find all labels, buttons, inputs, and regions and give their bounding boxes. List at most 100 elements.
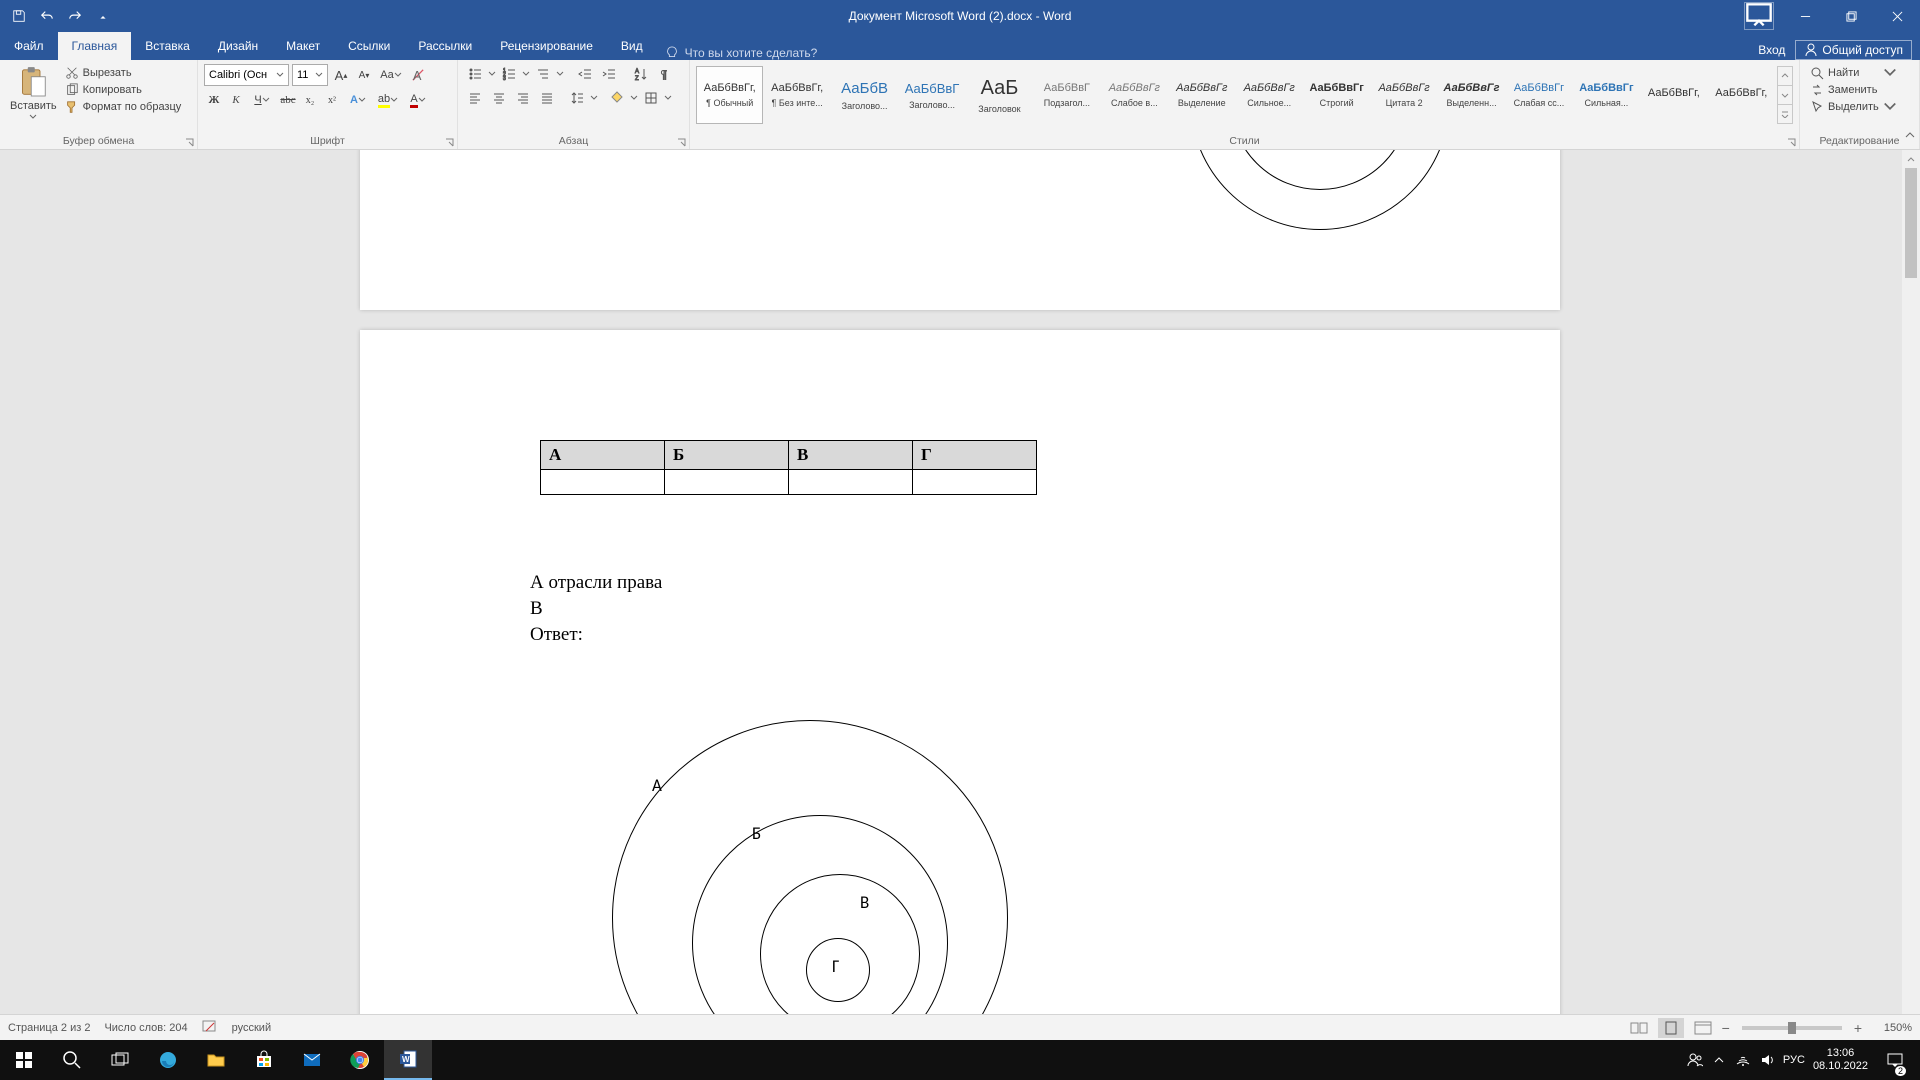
explorer-button[interactable] xyxy=(192,1040,240,1080)
document-area[interactable]: АБВГ А отрасли права В Ответ: А Б В Г xyxy=(0,150,1920,1050)
zoom-out-button[interactable]: − xyxy=(1722,1020,1730,1036)
style-item[interactable]: АаБбВвГгВыделенн... xyxy=(1438,66,1505,124)
highlight-button[interactable]: ab xyxy=(374,90,402,110)
notification-button[interactable]: 2 xyxy=(1876,1040,1914,1080)
status-proof-icon[interactable] xyxy=(202,1019,218,1036)
italic-button[interactable]: К xyxy=(226,90,246,110)
tell-me-search[interactable]: Что вы хотите сделать? xyxy=(665,46,818,60)
tab-layout[interactable]: Макет xyxy=(272,32,334,60)
align-center-button[interactable] xyxy=(488,88,510,108)
align-justify-button[interactable] xyxy=(536,88,558,108)
change-case-button[interactable]: Aa xyxy=(377,65,405,85)
edge-button[interactable] xyxy=(144,1040,192,1080)
view-read-button[interactable] xyxy=(1626,1018,1652,1038)
font-launcher[interactable] xyxy=(445,135,455,145)
style-item[interactable]: АаБбВЗаголово... xyxy=(831,66,898,124)
ribbon-display-button[interactable] xyxy=(1744,2,1774,30)
volume-icon[interactable] xyxy=(1759,1052,1775,1068)
numbering-button[interactable]: 123 xyxy=(498,64,520,84)
style-item[interactable]: АаБбВвГгЦитата 2 xyxy=(1370,66,1437,124)
copy-button[interactable]: Копировать xyxy=(65,83,182,97)
start-button[interactable] xyxy=(0,1040,48,1080)
multilevel-button[interactable] xyxy=(532,64,554,84)
align-left-button[interactable] xyxy=(464,88,486,108)
replace-button[interactable]: Заменить xyxy=(1810,83,1897,97)
align-right-button[interactable] xyxy=(512,88,534,108)
scroll-thumb[interactable] xyxy=(1905,168,1917,278)
tray-clock[interactable]: 13:06 08.10.2022 xyxy=(1813,1047,1868,1073)
zoom-value[interactable]: 150% xyxy=(1868,1022,1912,1034)
style-item[interactable]: АаБбВвГгСлабое в... xyxy=(1101,66,1168,124)
style-item[interactable]: АаБбВвГг,¶ Без инте... xyxy=(763,66,830,124)
select-button[interactable]: Выделить xyxy=(1810,100,1897,114)
clear-format-button[interactable]: A xyxy=(408,65,428,85)
decrease-indent-button[interactable] xyxy=(574,64,596,84)
view-print-button[interactable] xyxy=(1658,1018,1684,1038)
zoom-slider[interactable] xyxy=(1742,1026,1842,1030)
status-words[interactable]: Число слов: 204 xyxy=(104,1022,187,1034)
font-size-select[interactable]: 11 xyxy=(292,64,328,86)
pilcrow-button[interactable]: ¶ xyxy=(654,64,676,84)
style-expand[interactable] xyxy=(1778,105,1792,123)
style-item[interactable]: АаБбВвГг, xyxy=(1708,66,1775,124)
style-item[interactable]: АаБбВвГЗаголово... xyxy=(898,66,965,124)
style-item[interactable]: АаБбВвГгСильная... xyxy=(1573,66,1640,124)
style-item[interactable]: АаБбВвГгВыделение xyxy=(1168,66,1235,124)
style-scroll-up[interactable] xyxy=(1778,67,1792,86)
tab-file[interactable]: Файл xyxy=(0,32,58,60)
zoom-in-button[interactable]: + xyxy=(1854,1020,1862,1036)
signin-button[interactable]: Вход xyxy=(1758,43,1785,57)
superscript-button[interactable]: x² xyxy=(322,90,342,110)
redo-button[interactable] xyxy=(62,2,88,30)
tab-design[interactable]: Дизайн xyxy=(204,32,272,60)
status-language[interactable]: русский xyxy=(232,1022,271,1034)
line-spacing-button[interactable] xyxy=(566,88,588,108)
tab-insert[interactable]: Вставка xyxy=(131,32,204,60)
word-button[interactable]: W xyxy=(384,1040,432,1080)
strike-button[interactable]: abc xyxy=(278,90,298,110)
answer-table[interactable]: АБВГ xyxy=(540,440,1037,495)
save-button[interactable] xyxy=(6,2,32,30)
status-page[interactable]: Страница 2 из 2 xyxy=(8,1022,90,1034)
paste-button[interactable]: Вставить xyxy=(10,100,57,112)
paragraph-launcher[interactable] xyxy=(677,135,687,145)
bullets-button[interactable] xyxy=(464,64,486,84)
share-button[interactable]: Общий доступ xyxy=(1795,40,1912,60)
collapse-ribbon-button[interactable] xyxy=(1904,128,1916,146)
shading-button[interactable] xyxy=(606,88,628,108)
format-painter-button[interactable]: Формат по образцу xyxy=(65,100,182,114)
taskview-button[interactable] xyxy=(96,1040,144,1080)
qat-customize[interactable] xyxy=(90,2,116,30)
mail-button[interactable] xyxy=(288,1040,336,1080)
undo-button[interactable] xyxy=(34,2,60,30)
style-scroll[interactable] xyxy=(1777,66,1793,124)
style-scroll-down[interactable] xyxy=(1778,86,1792,105)
people-icon[interactable] xyxy=(1687,1052,1703,1068)
style-item[interactable]: АаБбВвГг, xyxy=(1640,66,1707,124)
tab-mailings[interactable]: Рассылки xyxy=(404,32,486,60)
clipboard-launcher[interactable] xyxy=(185,135,195,145)
tab-home[interactable]: Главная xyxy=(58,32,132,60)
view-web-button[interactable] xyxy=(1690,1018,1716,1038)
find-button[interactable]: Найти xyxy=(1810,66,1897,80)
style-item[interactable]: АаБбВвГгСлабая сс... xyxy=(1505,66,1572,124)
minimize-button[interactable] xyxy=(1782,0,1828,32)
vertical-scrollbar[interactable] xyxy=(1902,150,1920,1050)
grow-font-button[interactable]: A▴ xyxy=(331,65,351,85)
search-button[interactable] xyxy=(48,1040,96,1080)
cut-button[interactable]: Вырезать xyxy=(65,66,182,80)
tray-language[interactable]: РУС xyxy=(1783,1054,1805,1066)
style-item[interactable]: АаБбВвГгСильное... xyxy=(1236,66,1303,124)
bold-button[interactable]: Ж xyxy=(204,90,224,110)
network-icon[interactable] xyxy=(1735,1052,1751,1068)
subscript-button[interactable]: x₂ xyxy=(300,90,320,110)
tab-review[interactable]: Рецензирование xyxy=(486,32,607,60)
maximize-button[interactable] xyxy=(1828,0,1874,32)
tab-view[interactable]: Вид xyxy=(607,32,657,60)
style-item[interactable]: АаБЗаголовок xyxy=(966,66,1033,124)
store-button[interactable] xyxy=(240,1040,288,1080)
style-item[interactable]: АаБбВвГг,¶ Обычный xyxy=(696,66,763,124)
scroll-up-button[interactable] xyxy=(1902,150,1920,168)
chevron-up-icon[interactable] xyxy=(1711,1052,1727,1068)
borders-button[interactable] xyxy=(640,88,662,108)
